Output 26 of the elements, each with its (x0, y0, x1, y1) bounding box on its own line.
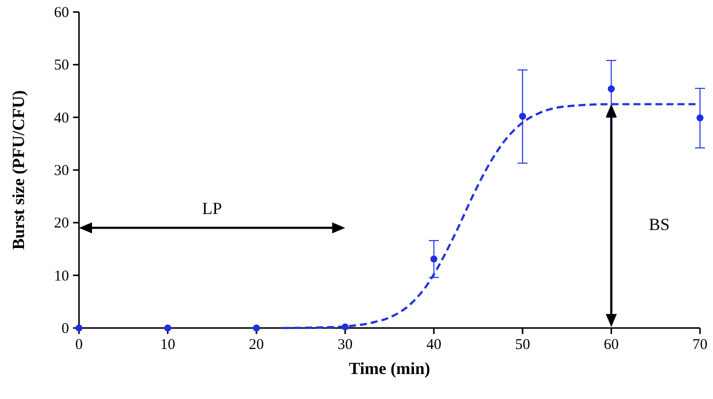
point (430, 256, 438, 263)
annotation: BS (648, 214, 670, 234)
y-tick-label: 20 (54, 216, 69, 232)
x-tick-label: 20 (248, 337, 264, 353)
x-tick-label: 60 (604, 337, 619, 353)
point (696, 114, 704, 122)
point (252, 324, 260, 332)
y-tick-label: 10 (54, 268, 69, 284)
point (519, 112, 526, 120)
y-tick-label: 60 (54, 5, 69, 21)
point (608, 85, 615, 92)
x-tick-label: 30 (338, 337, 353, 353)
x-tick-label: 10 (160, 337, 176, 353)
y-tick-label: 50 (54, 58, 69, 74)
point (76, 324, 82, 332)
x-tick-label: 70 (692, 337, 708, 353)
x-tick-label: 0 (75, 337, 83, 353)
y-tick-label: 30 (54, 163, 69, 179)
x-tick-label: 50 (515, 337, 530, 353)
point (164, 324, 172, 332)
y-axis-title: Burst size (PFU/CFU) (9, 90, 28, 250)
annotation: LP (202, 198, 222, 218)
x-axis-title: Time (min) (348, 359, 430, 378)
x-tick-label: 40 (426, 337, 442, 353)
y-tick-label: 40 (54, 110, 69, 126)
y-tick-label: 0 (62, 321, 69, 337)
